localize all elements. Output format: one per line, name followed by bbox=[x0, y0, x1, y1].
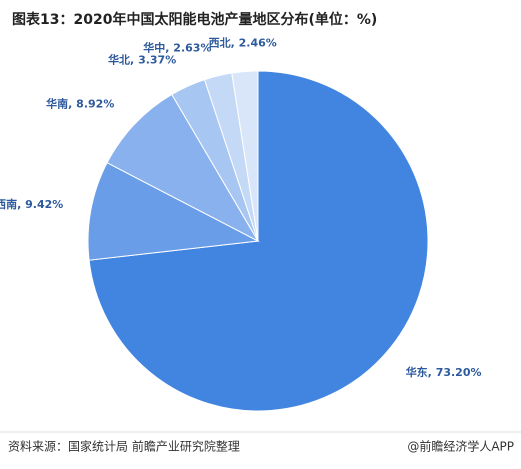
data-label: 西北, 2.46% bbox=[209, 36, 277, 50]
data-label: 华中, 2.63% bbox=[143, 41, 211, 55]
pie-slice bbox=[87, 162, 260, 261]
pie-slice bbox=[106, 93, 260, 243]
data-label: 华北, 3.37% bbox=[108, 53, 176, 67]
data-label: 西南, 9.42% bbox=[0, 197, 63, 211]
credit: @前瞻经济学人APP bbox=[407, 439, 514, 454]
data-label: 华东, 73.20% bbox=[406, 365, 482, 379]
data-label: 华南, 8.92% bbox=[46, 97, 114, 111]
chart-title: 图表13：2020年中国太阳能电池产量地区分布(单位：%) bbox=[12, 11, 377, 28]
pie-slice bbox=[231, 70, 259, 242]
source: 资料来源：国家统计局 前瞻产业研究院整理 bbox=[8, 439, 240, 454]
